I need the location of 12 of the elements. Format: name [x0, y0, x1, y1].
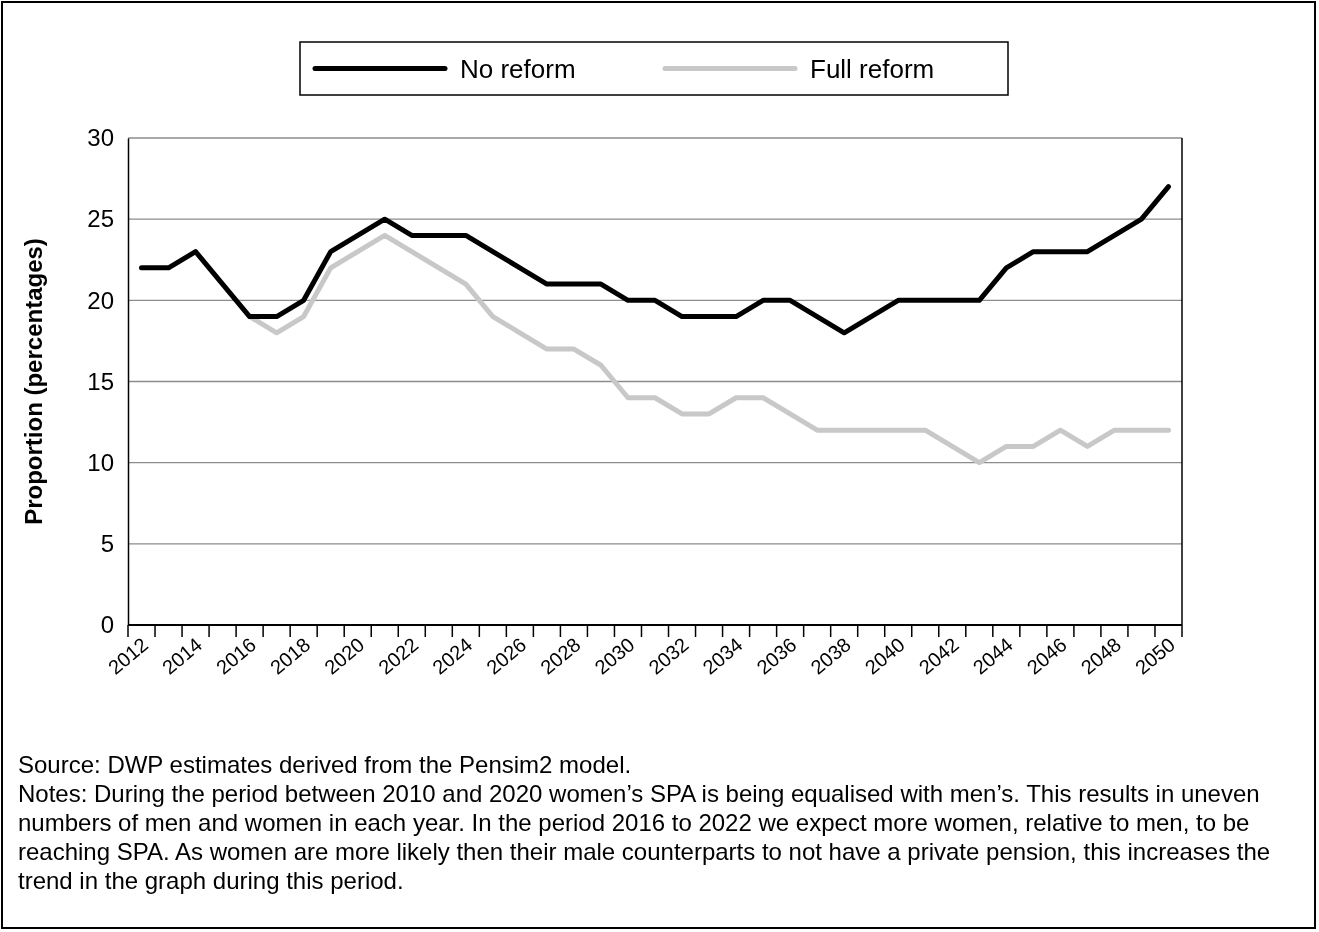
source-note: Source: DWP estimates derived from the Pensim2 model. — [18, 750, 633, 779]
y-tick-label: 15 — [87, 367, 114, 395]
y-tick-label: 25 — [87, 205, 114, 233]
legend-label: No reform — [460, 53, 576, 84]
y-tick-label: 5 — [100, 530, 114, 558]
text: Notes: During the period between 2010 and 2020 women’s SPA is being equalised with men’s. This results in uneven numbers of men and women in each year. In the period 2016 to 2022 we expect more women, relative to men, to be reaching SPA. As women are more likely then their male counterparts to not have a private pension, this increases the trend in the graph during this period. — [18, 779, 1272, 895]
y-tick-label: 10 — [87, 448, 114, 476]
y-tick-label: 0 — [100, 611, 114, 639]
y-axis-title: Proportion (percentages) — [20, 238, 47, 525]
y-tick-label: 20 — [87, 286, 114, 314]
legend-label: Full reform — [810, 53, 935, 84]
y-tick-label: 30 — [87, 124, 114, 152]
